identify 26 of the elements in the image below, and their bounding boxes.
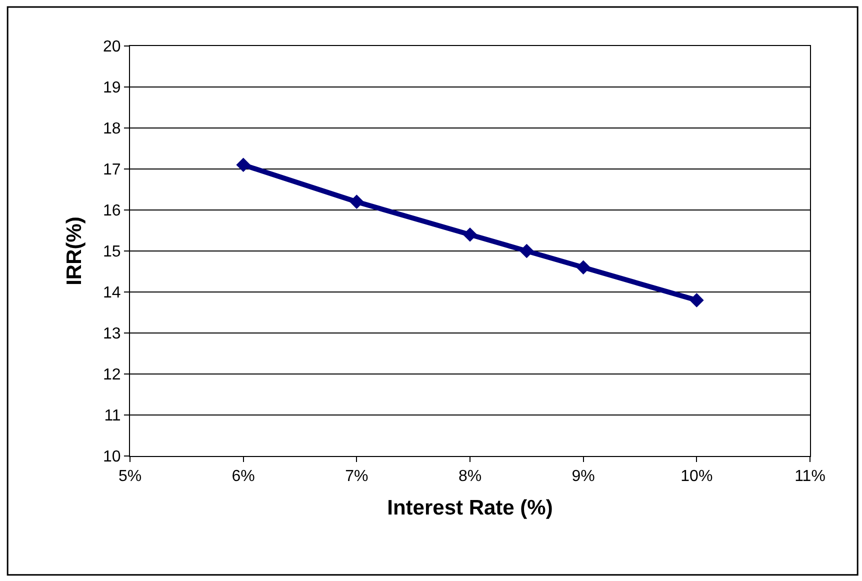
point [236,158,250,172]
y-tick-label: 18 [103,120,121,138]
point [690,293,704,308]
y-tick-label: 20 [103,38,121,56]
x-tick-label: 6% [232,468,255,486]
y-axis-title: IRR(%) [63,216,86,286]
point [462,227,478,242]
x-tick-label: 11% [794,468,826,486]
x-tick-label: 7% [345,468,368,486]
y-tick-label: 11 [104,408,121,425]
x-tick-label: 9% [572,468,595,486]
point [350,194,364,209]
point [520,244,534,258]
y-tick-label: 15 [103,244,121,261]
x-tick-label: 10% [680,468,713,486]
y-tick-label: 14 [103,284,121,302]
y-tick-label: 17 [103,162,121,179]
x-tick-label: 5% [118,468,142,486]
y-tick-label: 12 [103,366,121,384]
y-tick-label: 10 [103,448,121,466]
x-axis-title: Interest Rate (%) [387,496,553,520]
y-tick-label: 19 [103,80,121,97]
point [576,260,590,275]
y-tick-label: 13 [103,326,121,343]
y-tick-label: 16 [103,202,121,220]
x-tick-label: 8% [458,468,482,486]
